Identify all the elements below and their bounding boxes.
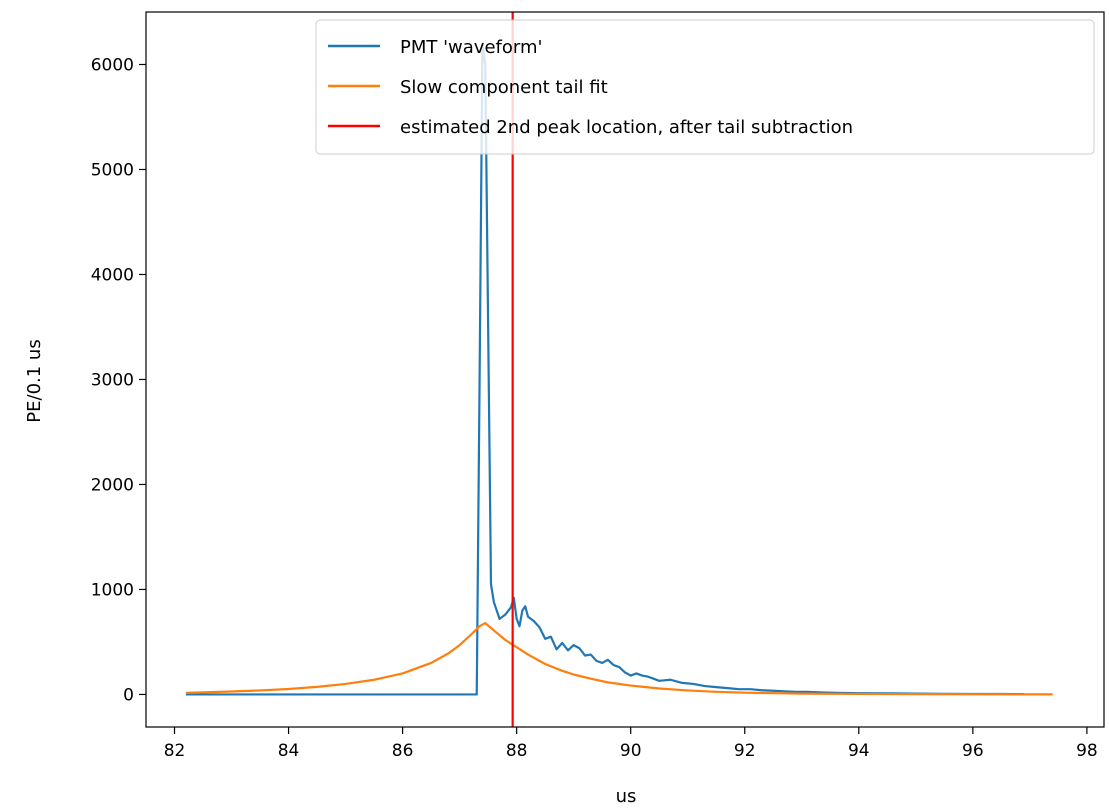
legend-box xyxy=(315,19,1095,155)
x-tick-label: 90 xyxy=(620,741,642,761)
y-tick-label: 3000 xyxy=(91,370,134,390)
legend-label: estimated 2nd peak location, after tail … xyxy=(400,117,853,138)
series-line-slow-component-tail-fit xyxy=(185,621,1053,696)
x-axis-label: us xyxy=(616,786,637,806)
x-tick-label: 96 xyxy=(962,741,984,761)
y-tick-label: 0 xyxy=(123,685,134,705)
x-tick-label: 82 xyxy=(164,741,186,761)
x-tick-label: 84 xyxy=(278,741,300,761)
x-tick-label: 86 xyxy=(392,741,414,761)
x-tick-label: 88 xyxy=(506,741,528,761)
y-axis-label: PE/0.1 us xyxy=(24,339,45,422)
y-tick-label: 5000 xyxy=(91,160,134,180)
axes: 82 84 86 88 90 92 94 96 98 0 1000 2000 3000 4000 5000 6… xyxy=(91,11,1105,761)
y-tick-label: 1000 xyxy=(91,580,134,600)
x-tick-label: 98 xyxy=(1076,741,1098,761)
y-tick-label: 2000 xyxy=(91,475,134,495)
y-tick-label: 6000 xyxy=(91,55,134,75)
axes-frame xyxy=(145,11,1105,728)
x-tick-label: 92 xyxy=(734,741,756,761)
legend: PMT 'waveform' Slow component tail fit est… xyxy=(315,19,1095,155)
series-line-pmt-waveform xyxy=(185,42,1025,696)
legend-label: Slow component tail fit xyxy=(400,77,608,98)
y-tick-label: 4000 xyxy=(91,265,134,285)
x-tick-label: 94 xyxy=(848,741,870,761)
legend-label: PMT 'waveform' xyxy=(400,37,542,58)
